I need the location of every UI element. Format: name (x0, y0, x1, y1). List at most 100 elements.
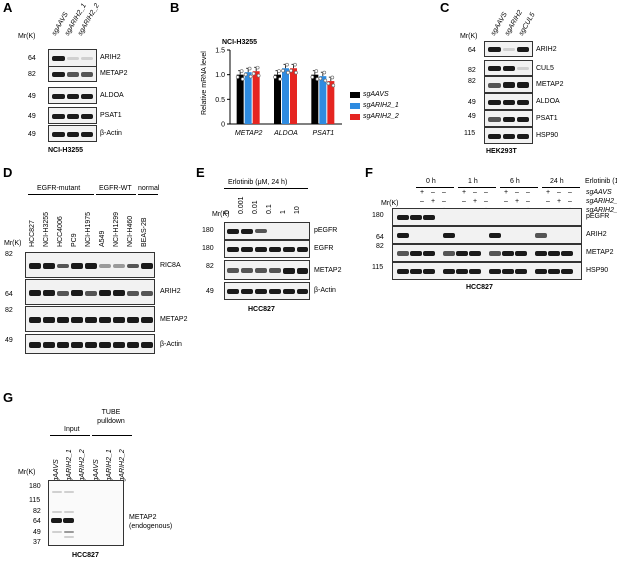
panel-a-label-3: ALDOA (100, 92, 124, 99)
panel-f-mw-1: 180 (372, 212, 384, 219)
panel-a-label-1: ARIH2 (100, 54, 121, 61)
data-point (286, 70, 290, 75)
panel-d-lane-5: NCI-H1975 (85, 211, 92, 247)
panel-f-time-3: 6 h (510, 178, 520, 185)
panel-f-mw-2: 64 (376, 234, 384, 241)
panel-d-group-3: normal (138, 185, 160, 192)
panel-a-mr-label: Mr(K) (18, 33, 36, 40)
panel-f-blot-metap2 (392, 244, 582, 262)
panel-f-sign: + (462, 189, 467, 196)
legend-label-2: sgARIH2_1 (363, 102, 399, 109)
data-point (281, 68, 285, 73)
panel-a-blot-aldoa (48, 87, 97, 104)
panel-f-sign: + (515, 198, 520, 205)
panel-b-letter: B (170, 0, 180, 15)
panel-d-label-4: β-Actin (160, 341, 182, 348)
panel-e-blot-metap2 (224, 260, 310, 280)
panel-a-blot-actin (48, 125, 97, 142)
panel-a-blot-arih2 (48, 49, 97, 67)
panel-c-label-5: PSAT1 (536, 115, 558, 122)
panel-g-blot (48, 480, 124, 546)
panel-g-mw-5: 49 (33, 529, 41, 536)
panel-f-time-2: 1 h (468, 178, 478, 185)
bar (282, 68, 289, 124)
panel-e-lane-6: 10 (294, 206, 301, 214)
panel-g-group-2-line (92, 435, 132, 436)
legend-label-3: sgARIH2_2 (363, 113, 399, 120)
panel-f-sign: – (568, 198, 572, 205)
bar (236, 74, 244, 124)
panel-c-cell-line: HEK293T (486, 148, 517, 155)
panel-f-sign: – (526, 198, 530, 205)
panel-f-sign: – (568, 189, 572, 196)
panel-f-label-1: pEGFR (586, 213, 610, 220)
legend-label-1: sgAAVS (363, 91, 389, 98)
y-tick-label: 0.5 (215, 97, 225, 104)
panel-e-lane-4: 0.1 (266, 204, 273, 214)
panel-d-lane-1: HCC827 (29, 220, 36, 247)
bar (327, 81, 335, 124)
panel-e-label-4: β-Actin (314, 287, 336, 294)
panel-c-letter: C (440, 0, 450, 15)
panel-c-mw-5: 49 (468, 113, 476, 120)
panel-e-treatment: Erlotinib (μM, 24 h) (228, 179, 288, 186)
panel-f-mr-label: Mr(K) (381, 200, 399, 207)
panel-d-lane-4: PC9 (71, 233, 78, 247)
panel-a-label-2: METAP2 (100, 70, 128, 77)
data-point (310, 75, 315, 79)
panel-g-label-line-2: (endogenous) (129, 523, 173, 530)
panel-c-label-4: ALDOA (536, 98, 560, 105)
panel-c-blot-psat1 (484, 110, 533, 127)
panel-d-label-2: ARIH2 (160, 288, 181, 295)
panel-f-time-1-line (416, 187, 454, 188)
panel-d-label-1: RIC8A (160, 262, 181, 269)
panel-d-lane-7: NCI-H1299 (113, 211, 120, 247)
data-point (235, 75, 240, 79)
panel-g-mw-4: 64 (33, 518, 41, 525)
panel-d-blot-metap2 (25, 306, 155, 332)
panel-g-mw-1: 180 (29, 483, 41, 490)
panel-f-row-2: sgARIH2_1 (586, 198, 617, 205)
panel-d-blot-ric8a (25, 252, 155, 278)
panel-f-sign: – (526, 189, 530, 196)
panel-e-mw-1: 180 (202, 227, 214, 234)
panel-d-lane-3: HCC4006 (57, 216, 64, 247)
panel-e-cell-line: HCC827 (248, 306, 275, 313)
panel-a-mw-5: 49 (28, 131, 36, 138)
panel-e-label-1: pEGFR (314, 227, 338, 234)
panel-f-sign: – (515, 189, 519, 196)
data-point (256, 73, 261, 78)
legend-swatch-1 (350, 92, 360, 98)
data-point (255, 65, 260, 70)
panel-a-letter: A (3, 0, 13, 15)
panel-c-blot-cul5 (484, 60, 533, 76)
panel-d-blot-arih2 (25, 279, 155, 305)
data-point (294, 70, 298, 75)
panel-c-label-6: HSP90 (536, 132, 559, 139)
panel-d-lane-9: BEAS-2B (141, 217, 148, 247)
data-point (239, 69, 244, 73)
panel-b-title: NCI-H3255 (222, 39, 258, 46)
data-point (278, 77, 282, 81)
data-point (330, 75, 335, 80)
legend-swatch-2 (350, 103, 360, 109)
data-point (285, 62, 289, 67)
panel-c-blot-aldoa (484, 93, 533, 110)
data-point (323, 78, 328, 83)
panel-c-blot-arih2 (484, 41, 533, 57)
bar (311, 74, 319, 124)
panel-f-sign: – (473, 189, 477, 196)
panel-e-lane-5: 1 (280, 210, 287, 214)
panel-g-group-1-line (50, 435, 90, 436)
panel-g-cell-line: HCC827 (72, 552, 99, 559)
panel-c-mw-2: 82 (468, 67, 476, 74)
panel-d-letter: D (3, 165, 13, 180)
data-point (248, 74, 253, 79)
data-point (289, 68, 293, 73)
panel-a-label-5: β-Actin (100, 130, 122, 137)
panel-a-mw-1: 64 (28, 55, 36, 62)
data-point (318, 76, 323, 81)
panel-e-letter: E (196, 165, 205, 180)
panel-a-label-4: PSAT1 (100, 112, 122, 119)
panel-g-mw-2: 115 (29, 497, 41, 504)
